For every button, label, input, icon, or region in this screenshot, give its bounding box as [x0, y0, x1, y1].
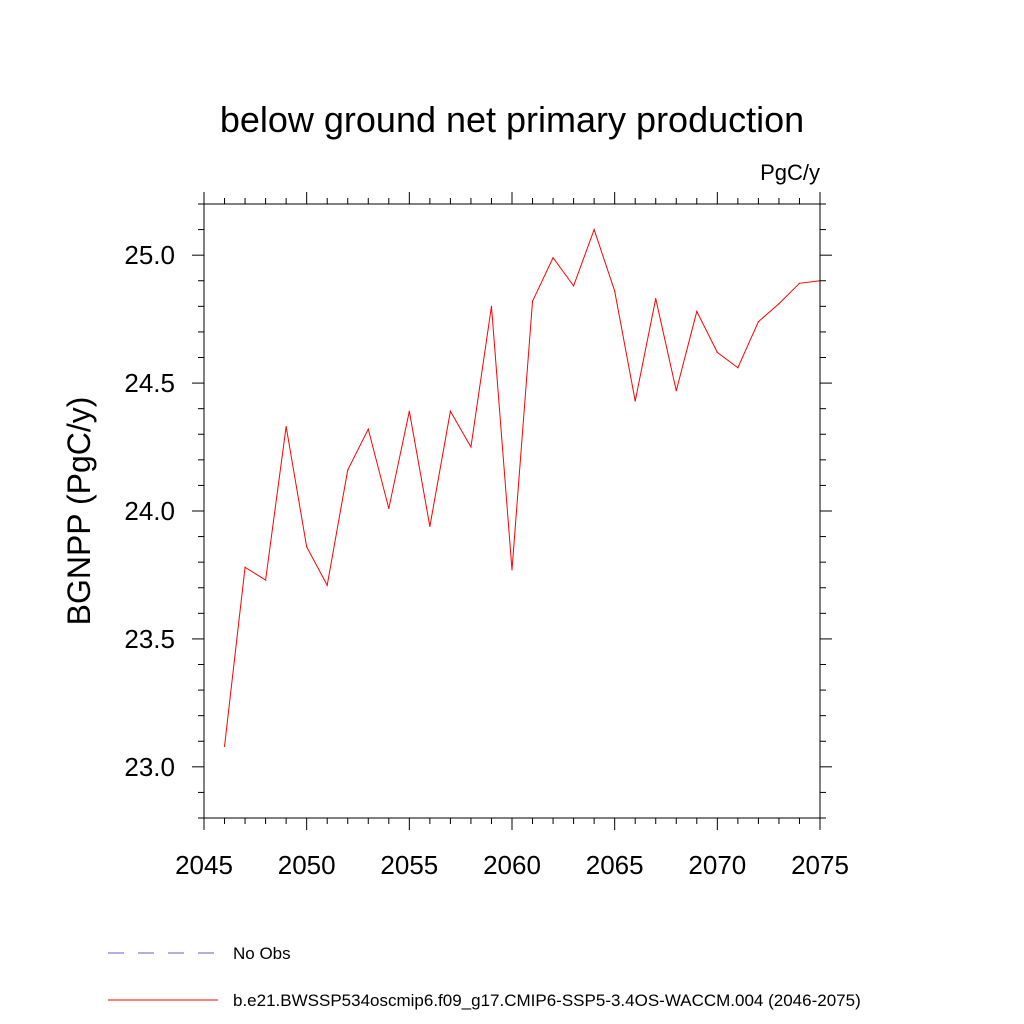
data-point — [511, 569, 513, 571]
x-tick-label: 2050 — [278, 850, 336, 880]
series-line — [224, 228, 821, 747]
y-tick-label: 25.0 — [124, 240, 175, 270]
data-point — [347, 469, 349, 471]
data-point — [449, 410, 451, 412]
data-point — [737, 367, 739, 369]
data-point — [531, 300, 534, 302]
data-point — [593, 228, 595, 231]
y-tick-label: 24.0 — [124, 496, 175, 526]
x-tick-label: 2075 — [791, 850, 849, 880]
data-point — [470, 446, 472, 448]
legend-label-no-obs: No Obs — [233, 944, 291, 963]
axis-ticks — [192, 192, 832, 830]
series-group — [223, 228, 821, 747]
data-point — [778, 303, 780, 305]
tick-labels: 2045 2050 2055 2060 2065 2070 2075 23.0 23.5 24.0… — [124, 240, 849, 880]
x-tick-label: 2070 — [688, 850, 746, 880]
legend-label-series: b.e21.BWSSP534oscmip6.f09_g17.CMIP6-SSP5… — [233, 991, 861, 1010]
y-tick-label: 23.0 — [124, 752, 175, 782]
data-point — [573, 285, 575, 287]
data-point — [265, 579, 267, 581]
data-point — [798, 282, 801, 284]
data-point — [552, 257, 554, 259]
units-label: PgC/y — [760, 160, 820, 185]
y-axis-label: BGNPP (PgC/y) — [61, 397, 97, 626]
legend: No Obs b.e21.BWSSP534oscmip6.f09_g17.CMI… — [108, 944, 861, 1010]
data-point — [326, 584, 328, 586]
data-point — [244, 566, 246, 568]
data-point — [285, 425, 287, 428]
x-tick-label: 2060 — [483, 850, 541, 880]
data-point — [408, 410, 410, 412]
x-tick-label: 2055 — [380, 850, 438, 880]
data-point — [429, 525, 431, 527]
data-point — [675, 390, 677, 392]
y-tick-label: 24.5 — [124, 368, 175, 398]
data-point — [223, 745, 226, 747]
x-tick-label: 2065 — [586, 850, 644, 880]
plot-frame — [203, 203, 821, 819]
data-point — [696, 310, 698, 313]
data-point — [306, 546, 308, 548]
data-point — [367, 428, 369, 430]
data-point — [655, 298, 657, 300]
data-point — [388, 507, 390, 510]
data-point — [614, 290, 616, 292]
chart-title: below ground net primary production — [220, 99, 804, 140]
data-point — [634, 400, 636, 402]
y-tick-label: 23.5 — [124, 624, 175, 654]
data-point — [757, 321, 760, 323]
data-point — [490, 305, 493, 307]
x-tick-label: 2045 — [175, 850, 233, 880]
data-point — [716, 351, 718, 353]
